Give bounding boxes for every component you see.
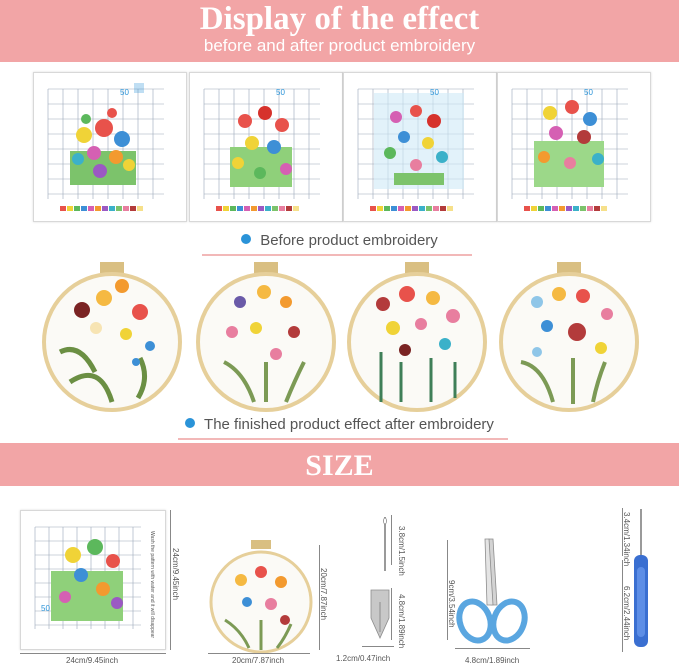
size-pattern-grid: 50 Wash the pattern with water and it wi… [34,526,155,638]
pattern-scale-1: 50 [120,88,129,97]
threader-width-label: 1.2cm/0.47inch [336,654,391,663]
pattern-scale-2: 50 [276,88,285,97]
size-pattern-scale: 50 [41,604,50,613]
pattern-grid-1: 50 [47,83,164,211]
size-banner: SIZE [0,443,679,486]
needle-threader-icon [370,589,390,639]
size-banner-title: SIZE [305,449,374,482]
needle-icon [383,517,387,571]
size-embroidery-hoop [209,540,313,654]
pattern-width-rule [20,653,166,654]
pattern-grid-3: 50 [357,88,474,211]
pattern-height-rule [170,510,171,650]
size-pattern-sheet: 50 Wash the pattern with water and it wi… [20,510,166,650]
caption-underline [178,438,508,440]
scissors-width-label: 4.8cm/1.89inch [465,656,520,665]
pattern-width-label: 24cm/9.45inch [66,656,119,665]
needle-length-label: 3.8cm/1.5inch [397,526,406,576]
embroidery-hoop-4 [499,262,639,412]
hoop-width-rule [208,653,310,654]
threader-width-rule [362,646,394,647]
hoop-height-rule [319,545,320,650]
ripper-length-rule [622,560,623,652]
ripper-tip-rule [622,508,623,556]
scissors-length-label: 9cm/3.54inch [447,580,456,628]
scissors-width-rule [455,648,530,649]
pattern-sheet-4: 50 [497,72,651,222]
embroidery-hoop-3 [347,262,487,412]
banner-subtitle: before and after product embroidery [203,36,476,55]
scissors-icon [456,538,528,644]
ripper-tip-label: 3.4cm/1.34inch [622,512,631,567]
pattern-scale-3: 50 [430,88,439,97]
after-caption: The finished product effect after embroi… [0,416,679,440]
before-caption-text: Before product embroidery [260,232,438,249]
embroidery-hoop-1 [42,262,182,412]
top-banner: Display of the effect before and after p… [0,0,679,62]
pattern-side-note: Wash the pattern with water and it will … [149,531,155,638]
embroidery-hoop-2 [196,262,336,412]
caption-underline [202,254,472,256]
seam-ripper-icon [634,509,648,647]
pattern-height-label: 24cm/9.45inch [171,548,180,601]
after-caption-text: The finished product effect after embroi… [204,416,494,433]
ripper-length-label: 6.2cm/2.44inch [622,586,631,641]
before-caption: Before product embroidery [0,232,679,256]
needle-length-rule [391,515,392,565]
hoop-height-label: 20cm/7.87inch [319,568,328,621]
pattern-sheet-2: 50 [189,72,343,222]
pattern-grid-4: 50 [511,88,628,211]
bullet-dot-icon [241,234,252,244]
banner-title: Display of the effect [199,1,480,37]
pattern-sheet-1: 50 [33,72,187,222]
pattern-sheet-3: 50 [343,72,497,222]
hoop-width-label: 20cm/7.87inch [232,656,285,665]
scissors-length-rule [447,540,448,640]
bullet-dot-icon [185,418,196,428]
threader-length-label: 4.8cm/1.89inch [397,594,406,649]
pattern-grid-2: 50 [203,88,320,211]
pattern-scale-4: 50 [584,88,593,97]
threader-length-rule [391,588,392,640]
